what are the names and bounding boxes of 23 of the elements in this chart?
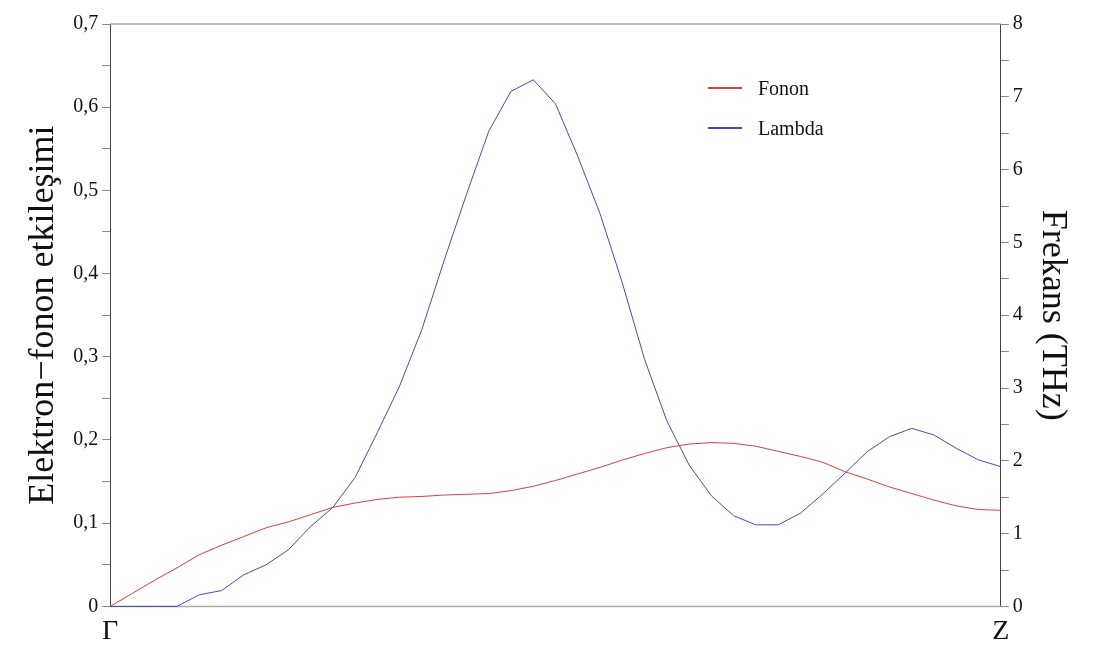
y2-tick-label: 4 <box>1012 302 1023 325</box>
y-tick-label: 0,2 <box>73 427 99 450</box>
y2-tick-label: 2 <box>1012 448 1023 471</box>
y-tick-label: 0,4 <box>73 260 99 283</box>
y2-tick-label: 3 <box>1012 375 1023 398</box>
y2-tick-label: 5 <box>1012 229 1023 252</box>
y-tick-label: 0,6 <box>73 94 99 117</box>
legend-label: Lambda <box>758 116 824 140</box>
y-tick-label: 0,1 <box>73 510 99 533</box>
y2-tick-label: 7 <box>1012 84 1023 107</box>
y-tick-label: 0,3 <box>73 344 99 367</box>
y2-tick-label: 0 <box>1012 593 1023 616</box>
y2-tick-label: 8 <box>1012 11 1023 34</box>
y-tick-label: 0 <box>88 593 99 616</box>
y-tick-label: 0,5 <box>73 177 99 200</box>
x-tick-label: Z <box>992 613 1010 645</box>
x-tick-label: Γ <box>102 613 119 645</box>
y2-tick-label: 1 <box>1012 520 1023 543</box>
y-axis-title: Elektron−fonon etkileşimi <box>21 125 62 505</box>
y-tick-label: 0,7 <box>73 11 99 34</box>
legend-label: Fonon <box>758 76 810 100</box>
y2-axis-title: Frekans (THz) <box>1034 209 1075 421</box>
y2-tick-label: 6 <box>1012 156 1023 179</box>
